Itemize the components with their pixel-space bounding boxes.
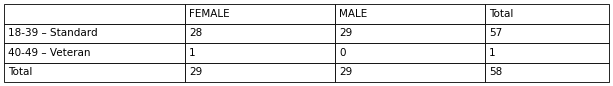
Bar [485,43,609,63]
Bar [4,4,185,23]
Text: 18-39 – Standard: 18-39 – Standard [8,28,97,38]
Bar [4,23,185,43]
Bar [185,63,335,82]
Text: 58: 58 [489,67,502,77]
Bar [485,4,609,23]
Text: 0: 0 [339,48,346,58]
Bar [335,63,485,82]
Text: MALE: MALE [339,9,367,19]
Bar [335,4,485,23]
Text: 1: 1 [189,48,196,58]
Text: Total: Total [8,67,32,77]
Bar [4,43,185,63]
Bar [485,63,609,82]
Bar [485,23,609,43]
Bar [335,43,485,63]
Bar [185,43,335,63]
Text: 29: 29 [339,67,352,77]
Text: FEMALE: FEMALE [189,9,230,19]
Bar [335,23,485,43]
Text: 29: 29 [339,28,352,38]
Text: 28: 28 [189,28,202,38]
Bar [185,23,335,43]
Text: 1: 1 [489,48,495,58]
Text: 29: 29 [189,67,202,77]
Text: 57: 57 [489,28,502,38]
Text: Total: Total [489,9,513,19]
Bar [4,63,185,82]
Text: 40-49 – Veteran: 40-49 – Veteran [8,48,91,58]
Bar [185,4,335,23]
